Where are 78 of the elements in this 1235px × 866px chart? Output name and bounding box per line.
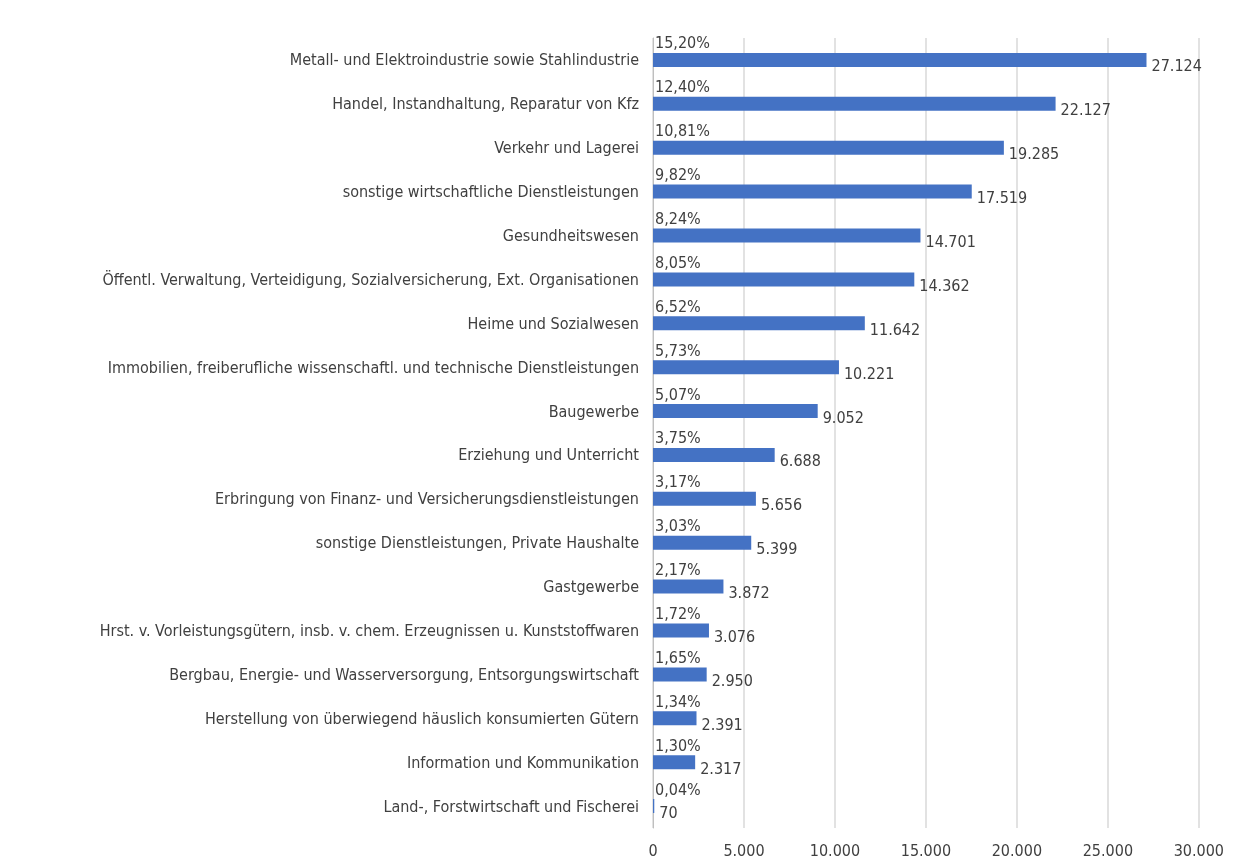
data-label: 22.127	[1060, 100, 1111, 120]
annotation: 3,75%	[655, 428, 701, 448]
y-tick-label: sonstige Dienstleistungen, Private Haushalte	[315, 533, 640, 553]
x-tick-label: 15.000	[900, 840, 952, 860]
x-tick-label: 20.000	[991, 840, 1043, 860]
annotation: 5,07%	[655, 384, 701, 404]
data-label: 14.701	[925, 232, 976, 251]
annotation: 15,20%	[655, 33, 710, 53]
bar	[653, 316, 865, 331]
bar	[653, 272, 915, 287]
y-tick-label: Land-, Forstwirtschaft und Fischerei	[383, 796, 639, 816]
annotation: 1,34%	[655, 691, 701, 711]
data-label: 27.124	[1151, 56, 1202, 76]
y-tick-label: Gastgewerbe	[543, 577, 640, 597]
bar	[653, 96, 1056, 111]
annotation: 1,65%	[655, 647, 701, 667]
y-tick-label: Handel, Instandhaltung, Reparatur von Kfz	[332, 94, 639, 114]
annotation: 9,82%	[655, 165, 701, 185]
bar	[653, 360, 839, 375]
bar	[653, 228, 921, 243]
x-tick-label: 25.000	[1082, 840, 1134, 860]
x-tick-label: 0	[648, 840, 658, 860]
y-tick-label: Erbringung von Finanz- und Versicherungsdienstleistungen	[215, 489, 639, 509]
y-tick-label: Hrst. v. Vorleistungsgütern, insb. v. chem. Erzeugnissen u. Kunststoffwaren	[99, 621, 639, 640]
data-label: 17.519	[976, 188, 1028, 208]
y-tick-label: Heime und Sozialwesen	[467, 313, 639, 333]
data-label: 3.076	[713, 627, 756, 646]
bar	[653, 535, 752, 550]
y-tick-label: Verkehr und Lagerei	[494, 138, 639, 158]
annotation: 8,24%	[655, 209, 701, 228]
bar	[653, 491, 756, 506]
data-label: 2.950	[711, 670, 753, 690]
bar	[653, 623, 709, 638]
x-tick-label: 5.000	[723, 840, 765, 860]
y-tick-label: Erziehung und Unterricht	[458, 445, 640, 465]
data-label: 10.221	[843, 363, 895, 383]
bar	[653, 52, 1147, 67]
y-tick-label: Herstellung von überwiegend häuslich konsumierten Gütern	[204, 708, 639, 728]
bar	[653, 447, 775, 462]
y-tick-label: Information und Kommunikation	[407, 752, 639, 772]
y-tick-label: Öffentl. Verwaltung, Verteidigung, Sozialversicherung, Ext. Organisationen	[102, 269, 639, 289]
annotation: 5,73%	[655, 340, 701, 360]
data-label: 19.285	[1008, 144, 1060, 164]
data-label: 9.052	[822, 407, 864, 427]
data-label: 5.399	[756, 539, 798, 559]
y-tick-label: Baugewerbe	[548, 401, 640, 421]
data-label: 5.656	[760, 495, 803, 515]
data-label: 70	[659, 802, 678, 822]
data-label: 6.688	[779, 451, 821, 471]
bar	[653, 755, 696, 770]
y-tick-label: sonstige wirtschaftliche Dienstleistungen	[342, 182, 639, 202]
bar	[653, 667, 707, 682]
y-tick-label: Immobilien, freiberufliche wissenschaftl. und technische Dienstleistungen	[107, 357, 639, 377]
bar	[653, 711, 697, 726]
annotation: 1,30%	[655, 735, 701, 755]
annotation: 1,72%	[655, 604, 701, 623]
annotation: 12,40%	[655, 77, 710, 97]
bar	[653, 404, 818, 419]
annotation: 8,05%	[655, 252, 701, 272]
x-tick-label: 30.000	[1173, 840, 1224, 860]
annotation: 0,04%	[655, 779, 701, 799]
bar	[653, 579, 724, 594]
bar	[653, 140, 1004, 155]
bar	[653, 184, 972, 199]
data-label: 14.362	[919, 275, 970, 295]
data-label: 2.317	[700, 758, 742, 778]
data-label: 11.642	[869, 319, 921, 339]
y-tick-label: Metall- und Elektroindustrie sowie Stahlindustrie	[289, 50, 640, 70]
x-tick-label: 10.000	[809, 840, 861, 860]
annotation: 10,81%	[655, 121, 710, 141]
annotation: 2,17%	[655, 560, 701, 580]
y-tick-label: Bergbau, Energie- und Wasserversorgung, Entsorgungswirtschaft	[169, 664, 640, 684]
data-label: 2.391	[701, 714, 743, 734]
annotation: 3,17%	[655, 472, 701, 492]
annotation: 3,03%	[655, 516, 701, 536]
data-label: 3.872	[728, 583, 770, 603]
y-tick-label: Gesundheitswesen	[502, 226, 639, 245]
annotation: 6,52%	[655, 296, 701, 316]
